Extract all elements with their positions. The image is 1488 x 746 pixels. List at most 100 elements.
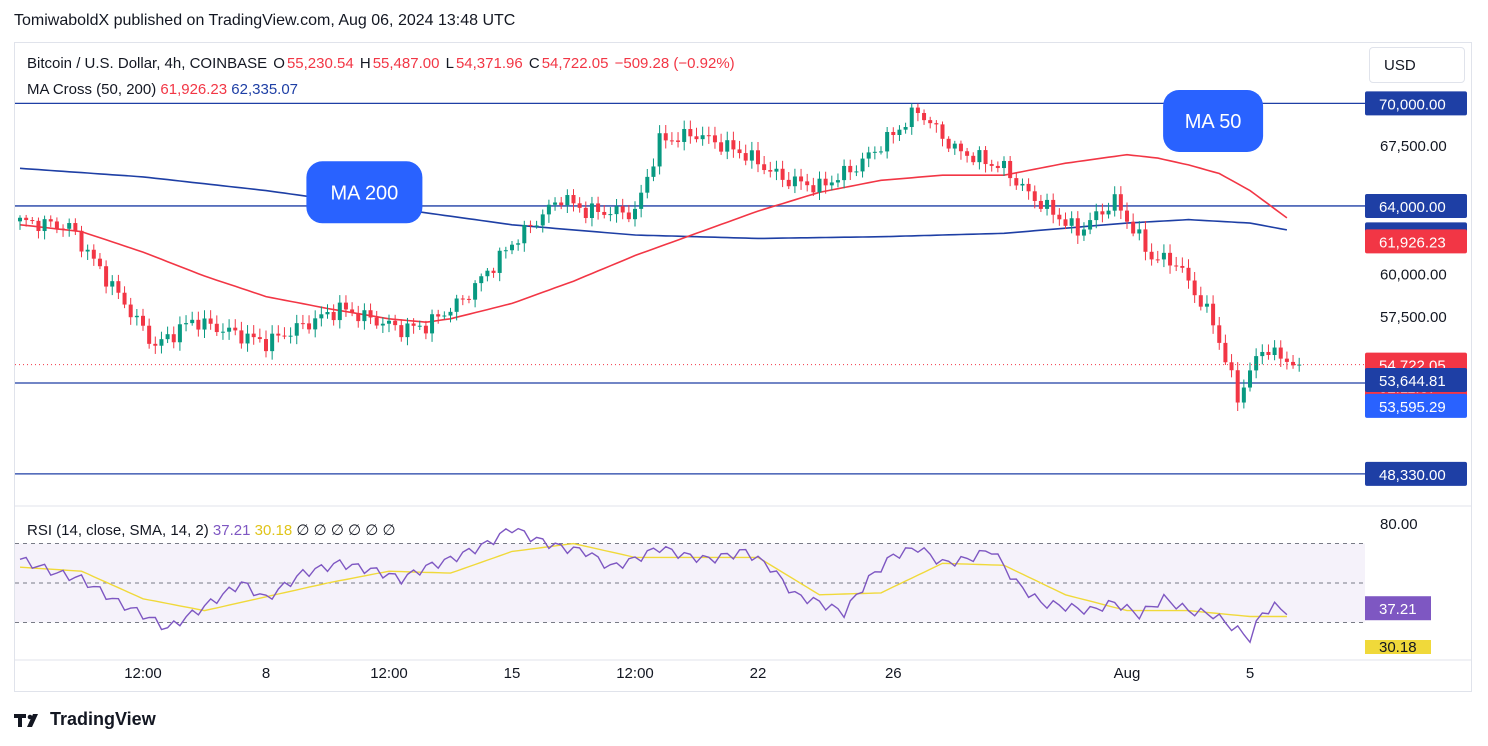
candle-body bbox=[522, 224, 527, 244]
candle-body bbox=[589, 203, 594, 219]
candle-body bbox=[1032, 191, 1037, 201]
candle-body bbox=[983, 150, 988, 165]
candle-body bbox=[799, 176, 804, 182]
price-labels: 70,000.0064,000.0062,335.0761,926.2354,7… bbox=[1365, 91, 1467, 486]
currency-button[interactable]: USD bbox=[1369, 47, 1465, 83]
tradingview-logo-icon bbox=[14, 713, 38, 727]
ma200-value: 62,335.07 bbox=[231, 81, 299, 98]
candle-body bbox=[399, 325, 404, 338]
candle-body bbox=[940, 124, 945, 139]
candle-body bbox=[663, 133, 668, 141]
candle-body bbox=[42, 219, 47, 232]
candle-body bbox=[528, 224, 533, 227]
candle-body bbox=[676, 140, 681, 142]
rsi-value: 37.21 bbox=[212, 522, 251, 539]
candle-body bbox=[546, 204, 551, 215]
candle-body bbox=[995, 165, 1000, 169]
candle-body bbox=[503, 250, 508, 252]
price-tick-label: 60,000.00 bbox=[1380, 266, 1447, 283]
ma200-line-group bbox=[19, 167, 1288, 240]
candle-body bbox=[977, 150, 982, 163]
candle-body bbox=[473, 283, 478, 300]
candle-body bbox=[1051, 199, 1056, 215]
candle-body bbox=[1081, 229, 1086, 236]
candle-body bbox=[1026, 183, 1031, 192]
candle-body bbox=[1038, 200, 1043, 209]
price-label-pill bbox=[1365, 393, 1467, 418]
rsi-name: RSI (14, close, SMA, 14, 2) bbox=[27, 522, 209, 539]
candle-body bbox=[343, 302, 348, 310]
candle-body bbox=[430, 314, 435, 334]
rsi-sma-pill bbox=[1365, 640, 1431, 654]
ma50-value: 61,926.23 bbox=[160, 81, 228, 98]
candle-body bbox=[1057, 214, 1062, 220]
candle-body bbox=[786, 179, 791, 187]
price-label-text: 70,000.00 bbox=[1379, 96, 1446, 113]
low-value: 54,371.96 bbox=[455, 55, 523, 72]
candle-body bbox=[393, 320, 398, 326]
rsi-legend[interactable]: RSI (14, close, SMA, 14, 2) 37.21 30.18 … bbox=[27, 521, 396, 539]
candle-body bbox=[1254, 356, 1259, 371]
time-tick-label: 12:00 bbox=[616, 665, 654, 682]
candle-body bbox=[442, 315, 447, 317]
ma50-annotation-text: MA 50 bbox=[1185, 111, 1242, 133]
candle-body bbox=[1260, 351, 1265, 357]
candle-body bbox=[510, 244, 514, 251]
annotations: MA 200 MA 50 bbox=[306, 90, 1264, 224]
candle-body bbox=[694, 136, 699, 140]
candle-body bbox=[190, 319, 195, 324]
candle-body bbox=[669, 140, 674, 142]
candle-body bbox=[639, 192, 644, 209]
candle-body bbox=[1155, 259, 1160, 261]
candle-body bbox=[897, 129, 902, 135]
time-tick-label: 5 bbox=[1246, 665, 1254, 682]
candle-body bbox=[233, 327, 238, 331]
candle-body bbox=[1063, 219, 1068, 226]
tradingview-footer[interactable]: TradingView bbox=[14, 709, 156, 730]
time-axis: 12:00 8 12:00 15 12:00 22 26 Aug 5 bbox=[124, 665, 1254, 682]
high-value: 55,487.00 bbox=[372, 55, 440, 72]
candle-body bbox=[768, 170, 773, 172]
ma-legend[interactable]: MA Cross (50, 200) 61,926.23 62,335.07 bbox=[27, 81, 298, 98]
candle-body bbox=[294, 323, 299, 336]
ma50-annotation-bubble bbox=[1163, 90, 1264, 152]
time-tick-label: 22 bbox=[750, 665, 767, 682]
candle-body bbox=[805, 181, 810, 186]
candle-body bbox=[989, 164, 994, 166]
candle-body bbox=[1143, 229, 1148, 252]
candle-body bbox=[362, 310, 367, 322]
candle-body bbox=[307, 323, 312, 330]
candle-body bbox=[1241, 387, 1246, 403]
ma200-annotation-text: MA 200 bbox=[330, 182, 398, 204]
rsi-sma-line bbox=[19, 542, 1287, 618]
candle-body bbox=[1248, 370, 1252, 388]
candle-body bbox=[958, 143, 963, 152]
candle-body bbox=[245, 333, 250, 344]
candle-body bbox=[559, 202, 564, 206]
high-label: H bbox=[359, 55, 371, 72]
candle-body bbox=[73, 223, 78, 231]
candle-body bbox=[872, 151, 877, 153]
candle-body bbox=[1014, 178, 1019, 186]
low-label: L bbox=[445, 55, 454, 72]
symbol-legend[interactable]: Bitcoin / U.S. Dollar, 4h, COINBASE O 55,… bbox=[27, 55, 737, 72]
candle-body bbox=[220, 331, 225, 333]
candle-body bbox=[854, 171, 859, 173]
candle-body bbox=[626, 212, 631, 220]
candle-body bbox=[1278, 347, 1283, 359]
candle-body bbox=[337, 302, 342, 321]
rsi-value-pill-text: 37.21 bbox=[1379, 601, 1417, 618]
footer-brand: TradingView bbox=[50, 709, 156, 729]
ma50-line-group bbox=[19, 153, 1288, 324]
candle-body bbox=[891, 131, 896, 135]
horizontal-lines bbox=[15, 102, 1365, 475]
symbol-name: Bitcoin / U.S. Dollar, 4h, COINBASE bbox=[27, 55, 268, 72]
price-label-pill bbox=[1365, 91, 1467, 116]
candle-body bbox=[165, 334, 170, 340]
candle-body bbox=[497, 250, 502, 273]
candle-body bbox=[300, 323, 305, 325]
candle-body bbox=[700, 135, 705, 140]
candle-body bbox=[319, 314, 324, 319]
